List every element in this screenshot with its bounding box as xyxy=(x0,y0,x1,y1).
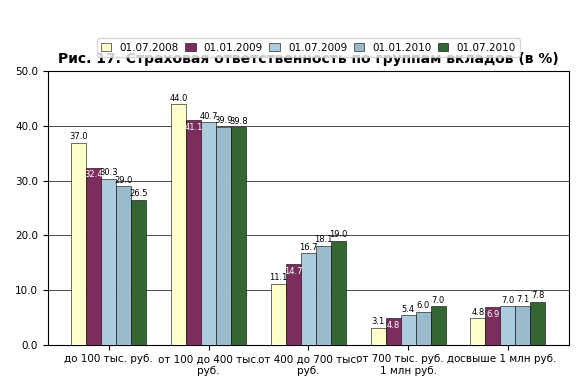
Text: 6.0: 6.0 xyxy=(416,301,430,310)
Bar xyxy=(216,127,231,345)
Bar xyxy=(102,179,116,345)
Bar xyxy=(171,104,186,345)
Text: 26.5: 26.5 xyxy=(130,189,148,198)
Bar xyxy=(186,120,201,345)
Bar xyxy=(500,307,515,345)
Text: 44.0: 44.0 xyxy=(169,93,188,102)
Bar xyxy=(485,307,500,345)
Text: 6.9: 6.9 xyxy=(486,310,499,319)
Text: 16.7: 16.7 xyxy=(299,243,318,252)
Text: 7.0: 7.0 xyxy=(501,296,515,305)
Bar xyxy=(71,143,86,345)
Bar xyxy=(401,315,416,345)
Bar xyxy=(131,200,146,345)
Text: 29.0: 29.0 xyxy=(114,176,133,185)
Bar xyxy=(430,307,446,345)
Text: 3.1: 3.1 xyxy=(371,317,385,326)
Bar xyxy=(371,328,385,345)
Text: 19.0: 19.0 xyxy=(329,230,347,239)
Text: 32.4: 32.4 xyxy=(85,170,103,179)
Bar xyxy=(316,246,331,345)
Legend: 01.07.2008, 01.01.2009, 01.07.2009, 01.01.2010, 01.07.2010: 01.07.2008, 01.01.2009, 01.07.2009, 01.0… xyxy=(97,38,520,57)
Bar xyxy=(331,241,346,345)
Bar xyxy=(530,302,545,345)
Text: 41.1: 41.1 xyxy=(185,123,203,132)
Bar xyxy=(271,284,286,345)
Bar xyxy=(515,306,530,345)
Text: 7.8: 7.8 xyxy=(531,291,544,300)
Text: 37.0: 37.0 xyxy=(69,132,88,141)
Bar xyxy=(385,318,401,345)
Text: 30.3: 30.3 xyxy=(99,169,118,178)
Bar xyxy=(301,253,316,345)
Bar xyxy=(201,122,216,345)
Bar xyxy=(286,264,301,345)
Bar xyxy=(416,312,430,345)
Bar xyxy=(86,168,102,345)
Text: 5.4: 5.4 xyxy=(402,305,415,314)
Bar xyxy=(231,127,246,345)
Text: 39.8: 39.8 xyxy=(229,117,248,126)
Text: 4.8: 4.8 xyxy=(471,308,485,317)
Text: 14.7: 14.7 xyxy=(284,267,303,276)
Text: 39.9: 39.9 xyxy=(214,116,233,125)
Text: 4.8: 4.8 xyxy=(387,321,400,330)
Text: 7.1: 7.1 xyxy=(516,295,530,304)
Text: 18.1: 18.1 xyxy=(314,235,332,244)
Title: Рис. 17. Страховая ответственность по группам вкладов (в %): Рис. 17. Страховая ответственность по гр… xyxy=(58,52,559,66)
Text: 7.0: 7.0 xyxy=(432,296,444,305)
Bar xyxy=(471,318,485,345)
Text: 11.1: 11.1 xyxy=(269,273,287,282)
Text: 40.7: 40.7 xyxy=(199,112,218,121)
Bar xyxy=(116,186,131,345)
